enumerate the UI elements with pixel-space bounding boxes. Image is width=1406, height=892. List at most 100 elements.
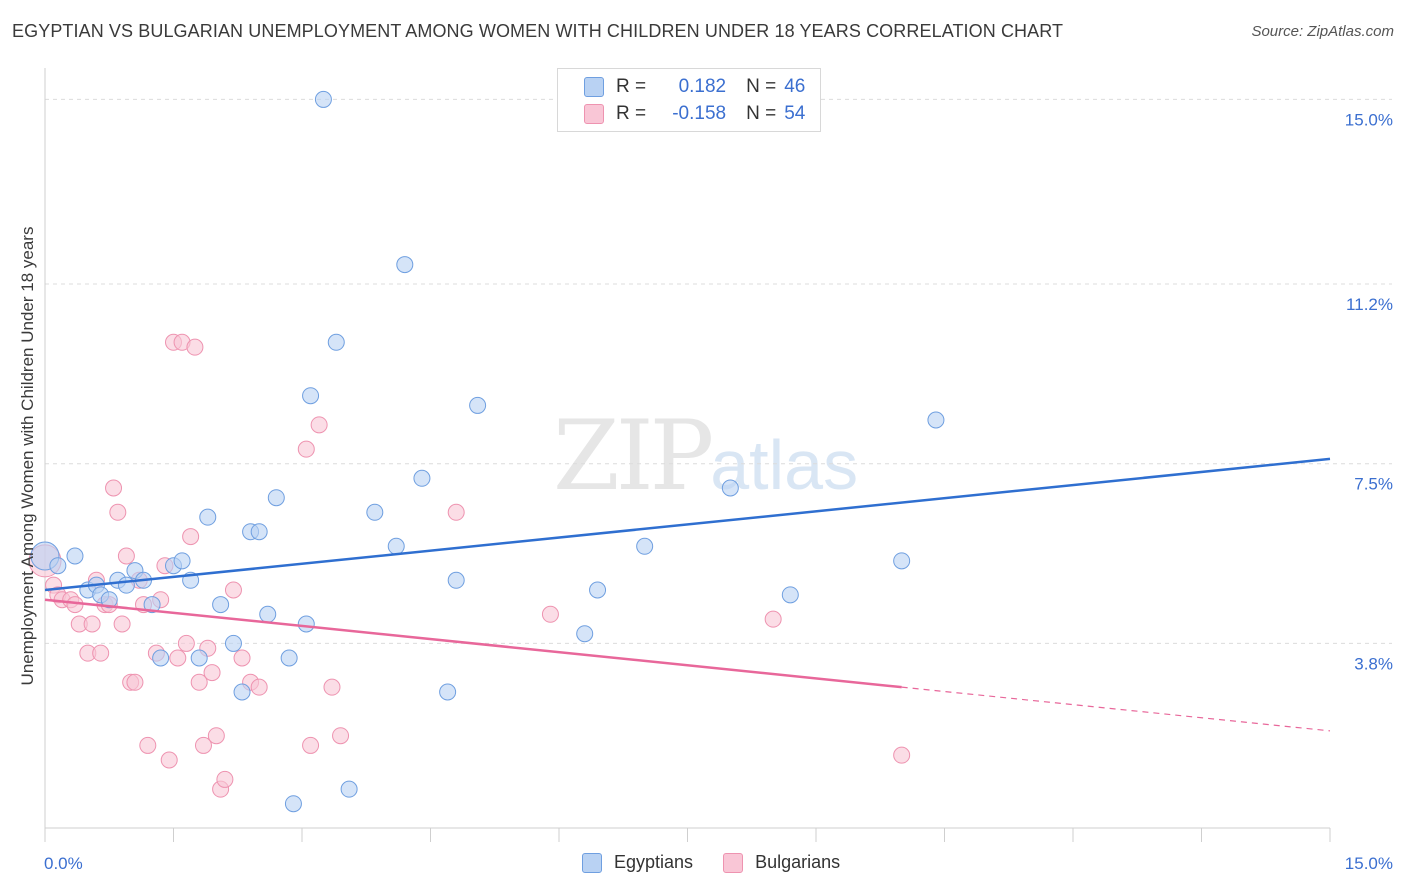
egyptians-point (280, 649, 298, 667)
r-label: R = (616, 76, 647, 97)
bulgarians-point (297, 440, 315, 458)
egyptians-point (340, 780, 358, 798)
egyptians-point (314, 90, 332, 108)
egyptians-point (302, 387, 320, 405)
y-tick-label: 11.2% (1346, 295, 1393, 314)
egyptians-point (721, 479, 739, 497)
egyptians-point (327, 333, 345, 351)
series-legend: Egyptians Bulgarians (582, 852, 870, 873)
axes (44, 68, 1331, 842)
y-axis-label: Unemployment Among Women with Children U… (18, 226, 37, 686)
legend-item-egyptians[interactable]: Egyptians (582, 852, 693, 873)
bulgarians-point (105, 479, 123, 497)
egyptians-point (396, 256, 414, 274)
trend-lines (44, 457, 1331, 732)
egyptians-point (413, 469, 431, 487)
x-tick-label: 0.0% (44, 854, 83, 873)
r-value: -0.158 (672, 103, 727, 124)
bulgarians-point (233, 649, 251, 667)
bulgarians-point (250, 678, 268, 696)
egyptians-point (439, 683, 457, 701)
bulgarians-point (92, 644, 110, 662)
grid (45, 98, 1392, 644)
legend-label: Egyptians (614, 852, 694, 872)
y-tick-label: 15.0% (1345, 110, 1393, 129)
egyptians-point (927, 411, 945, 429)
y-tick-label: 7.5% (1354, 475, 1393, 494)
bulgarians-point (216, 770, 234, 788)
egyptians-swatch (582, 852, 602, 873)
watermark: ZIPatlas (553, 400, 859, 512)
bulgarians-point (190, 673, 208, 691)
egyptians-points (30, 90, 945, 813)
r-label: R = (616, 103, 647, 124)
n-label: N = (746, 103, 777, 124)
egyptians-point (259, 605, 277, 623)
egyptians-point (297, 615, 315, 633)
legend-row-egyptians: R = 0.182 N = 46 (584, 75, 805, 99)
bulgarians-point (323, 678, 341, 696)
source-label: Source: ZipAtlas.com (1251, 23, 1394, 40)
bulgarians-point (139, 736, 157, 754)
egyptians-point (781, 586, 799, 604)
egyptians-point (447, 571, 465, 589)
egyptians-point (893, 552, 911, 570)
legend-label: Bulgarians (755, 852, 841, 872)
x-tick-label: 15.0% (1345, 854, 1393, 873)
n-label: N = (746, 76, 777, 97)
bulgarians-point (764, 610, 782, 628)
legend-item-bulgarians[interactable]: Bulgarians (723, 852, 840, 873)
egyptians-point (387, 537, 405, 555)
egyptians-point (199, 508, 217, 526)
bulgarians-points (28, 333, 911, 798)
bulgarians-trend-extension (901, 686, 1331, 732)
bulgarians-point (126, 673, 144, 691)
egyptians-point (589, 581, 607, 599)
bulgarians-trend-line (44, 598, 902, 689)
egyptians-point (66, 547, 84, 565)
egyptians-swatch (584, 77, 604, 97)
n-value: 54 (784, 103, 806, 124)
egyptians-point (212, 596, 230, 614)
legend-row-bulgarians: R = -0.158 N = 54 (584, 102, 805, 126)
bulgarians-point (541, 605, 559, 623)
chart-title: EGYPTIAN VS BULGARIAN UNEMPLOYMENT AMONG… (12, 21, 1064, 41)
bulgarians-point (186, 338, 204, 356)
egyptians-point (190, 649, 208, 667)
bulgarians-point (83, 615, 101, 633)
egyptians-point (143, 596, 161, 614)
egyptians-trend-line (44, 457, 1331, 592)
bulgarians-swatch (723, 852, 744, 873)
bulgarians-point (224, 581, 242, 599)
bulgarians-point (332, 727, 350, 745)
bulgarians-point (109, 503, 127, 521)
bulgarians-point (447, 503, 465, 521)
bulgarians-point (169, 649, 187, 667)
egyptians-point (233, 683, 251, 701)
bulgarians-point (117, 547, 135, 565)
tick-labels: 3.8% 7.5% 11.2% 15.0% 0.0% 15.0% (44, 110, 1393, 873)
bulgarians-point (177, 634, 195, 652)
bulgarians-point (160, 751, 178, 769)
egyptians-point (117, 576, 135, 594)
egyptians-point (284, 795, 302, 813)
bulgarians-point (302, 736, 320, 754)
egyptians-point (636, 537, 654, 555)
bulgarians-point (207, 727, 225, 745)
bulgarians-point (203, 664, 221, 682)
bulgarians-swatch (584, 104, 604, 124)
bulgarians-point (194, 736, 212, 754)
egyptians-point (173, 552, 191, 570)
y-tick-label: 3.8% (1354, 654, 1393, 673)
bulgarians-point (310, 416, 328, 434)
n-value: 46 (784, 76, 806, 97)
egyptians-point (250, 523, 268, 541)
bulgarians-point (182, 528, 200, 546)
egyptians-point (366, 503, 384, 521)
correlation-legend: R = 0.182 N = 46 R = -0.158 N = 54 (557, 68, 821, 132)
egyptians-point (267, 489, 285, 507)
egyptians-point (224, 634, 242, 652)
egyptians-point (469, 396, 487, 414)
egyptians-point (49, 557, 67, 575)
